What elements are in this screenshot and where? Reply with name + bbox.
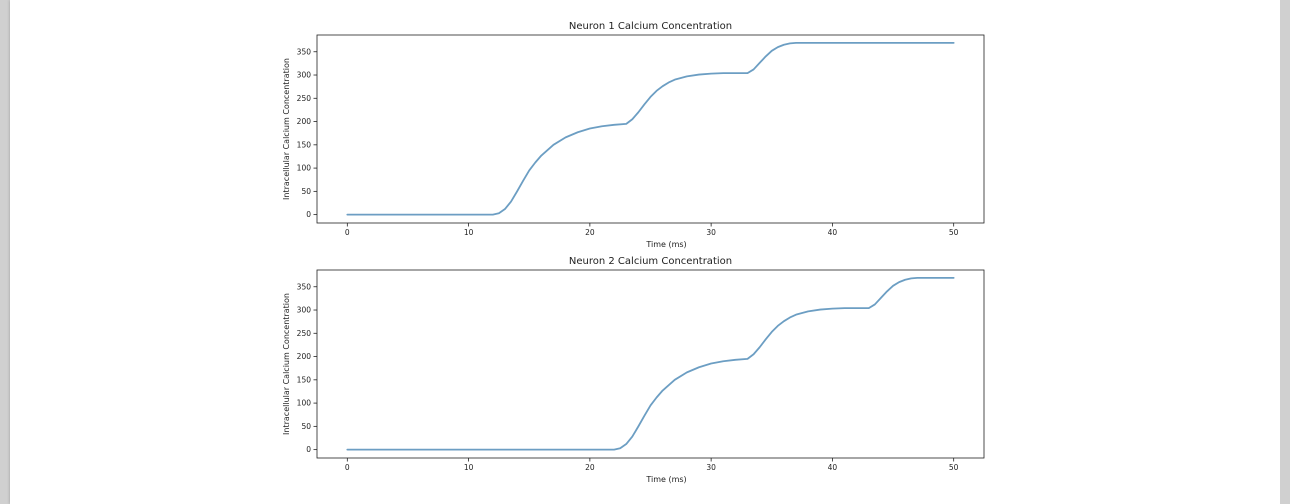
x-tick-label: 20 (585, 463, 595, 472)
chart-panel-2: Neuron 2 Calcium Concentration 0 10 20 30 40 5… (282, 256, 985, 484)
x-tick-label: 50 (949, 228, 959, 237)
y-tick-label: 200 (297, 352, 312, 361)
document-page (10, 0, 1280, 504)
y-tick-label: 250 (297, 329, 312, 338)
chart-title: Neuron 2 Calcium Concentration (569, 256, 732, 267)
y-tick-label: 0 (306, 445, 311, 454)
y-tick-label: 50 (301, 187, 311, 196)
y-axis-label: Intracellular Calcium Concentration (282, 58, 291, 200)
x-axis-label: Time (ms) (645, 475, 686, 484)
x-tick-label: 40 (828, 463, 838, 472)
series-line-1 (346, 277, 955, 451)
chart-title: Neuron 1 Calcium Concentration (569, 21, 732, 32)
chart-panel-1: Neuron 1 Calcium Concentration 0 10 20 30 40 5… (282, 21, 985, 249)
series-line-1 (346, 42, 955, 216)
plot-frame (316, 34, 985, 224)
y-tick-label: 350 (297, 282, 312, 291)
y-tick-label: 300 (297, 71, 312, 80)
y-tick-label: 300 (297, 306, 312, 315)
x-tick-label: 30 (706, 463, 716, 472)
right-page-edge (1280, 0, 1290, 504)
y-tick-label: 0 (306, 210, 311, 219)
left-page-edge (0, 0, 10, 504)
y-tick-label: 200 (297, 117, 312, 126)
y-tick-label: 250 (297, 94, 312, 103)
y-tick-label: 100 (297, 164, 312, 173)
x-tick-label: 30 (706, 228, 716, 237)
y-axis-label: Intracellular Calcium Concentration (282, 293, 291, 435)
x-tick-label: 0 (345, 463, 350, 472)
x-tick-label: 50 (949, 463, 959, 472)
y-tick-label: 150 (297, 375, 312, 384)
x-tick-label: 40 (828, 228, 838, 237)
y-tick-label: 150 (297, 140, 312, 149)
x-axis-label: Time (ms) (645, 240, 686, 249)
x-tick-label: 0 (345, 228, 350, 237)
plot-frame (316, 269, 985, 459)
y-tick-label: 350 (297, 47, 312, 56)
x-tick-label: 20 (585, 228, 595, 237)
x-tick-label: 10 (464, 463, 474, 472)
y-tick-label: 50 (301, 422, 311, 431)
x-tick-label: 10 (464, 228, 474, 237)
y-tick-label: 100 (297, 399, 312, 408)
